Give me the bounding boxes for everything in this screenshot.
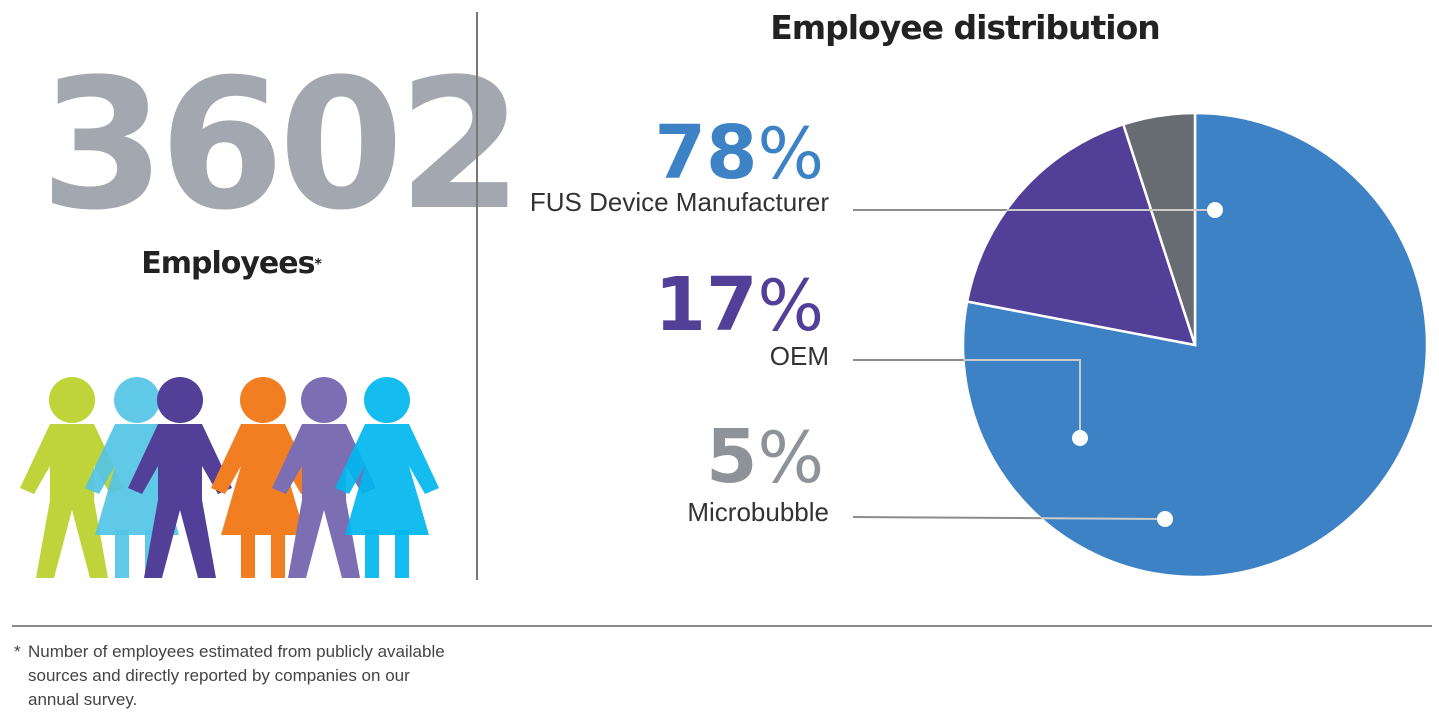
asterisk-marker: * — [314, 256, 321, 273]
vertical-divider — [476, 12, 478, 580]
category-label-oem: OEM — [769, 341, 829, 371]
leader-line-inner-oem — [963, 359, 1081, 438]
pct-value-oem: 17 — [654, 262, 758, 348]
people-illustration — [20, 377, 439, 578]
person-figure-5 — [335, 377, 439, 578]
pct-sign-oem: % — [757, 265, 824, 347]
category-label-microbubble: Microbubble — [687, 497, 829, 527]
leader-dot-oem — [1072, 430, 1088, 446]
pie-slice-2 — [1121, 111, 1197, 346]
pct-label-oem: 17% — [655, 268, 825, 342]
leader-dot-fus — [1207, 202, 1223, 218]
category-label-fus: FUS Device Manufacturer — [529, 187, 829, 217]
pct-label-microbubble: 5% — [706, 420, 824, 494]
employees-label: Employees* — [0, 246, 462, 281]
footnote-asterisk: * — [14, 642, 21, 661]
pie-slice-1 — [965, 122, 1197, 347]
person-figure-3 — [211, 377, 315, 578]
horizontal-divider — [12, 625, 1432, 627]
leader-dot-microbubble — [1157, 511, 1173, 527]
pct-sign-microbubble: % — [757, 417, 824, 499]
employees-label-text: Employees — [141, 246, 315, 281]
pct-value-microbubble: 5 — [705, 414, 758, 500]
footnote: * Number of employees estimated from pub… — [14, 640, 454, 712]
footnote-text: Number of employees estimated from publi… — [28, 642, 445, 709]
person-figure-2 — [128, 377, 232, 578]
pct-value-fus: 78 — [654, 110, 758, 196]
chart-title: Employee distribution — [770, 8, 1161, 47]
pct-label-fus: 78% — [655, 116, 825, 190]
pct-sign-fus: % — [757, 113, 824, 195]
